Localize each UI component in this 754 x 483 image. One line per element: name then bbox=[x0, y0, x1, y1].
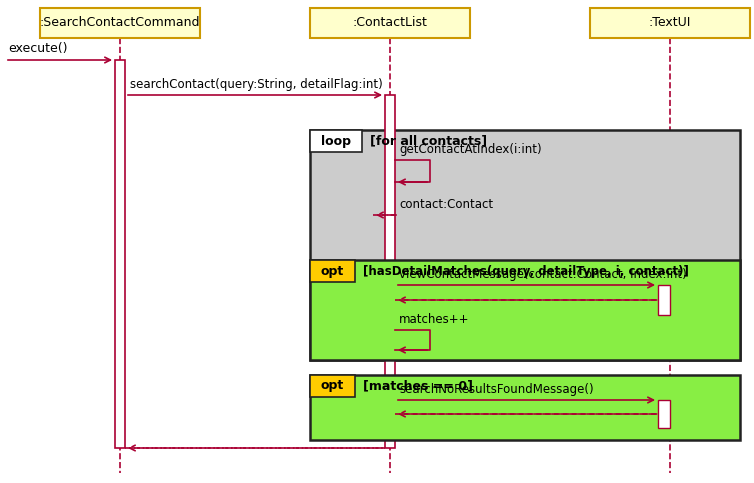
Text: opt: opt bbox=[321, 380, 344, 393]
Text: execute(): execute() bbox=[8, 42, 68, 55]
Bar bbox=[385, 95, 395, 448]
Text: getContactAtIndex(i:int): getContactAtIndex(i:int) bbox=[399, 143, 541, 156]
Bar bbox=[590, 8, 750, 38]
Bar bbox=[658, 400, 670, 428]
Bar bbox=[115, 60, 125, 448]
Text: [hasDetailMatches(query, detailType, i, contact)]: [hasDetailMatches(query, detailType, i, … bbox=[363, 265, 689, 278]
Text: [for all contacts]: [for all contacts] bbox=[370, 134, 487, 147]
Bar bbox=[310, 375, 355, 397]
Text: searchNoResultsFoundMessage(): searchNoResultsFoundMessage() bbox=[399, 383, 593, 396]
Bar bbox=[310, 130, 740, 360]
Text: loop: loop bbox=[321, 134, 351, 147]
Bar bbox=[310, 260, 355, 282]
Text: opt: opt bbox=[321, 265, 344, 278]
Text: :TextUI: :TextUI bbox=[648, 16, 691, 29]
Bar bbox=[310, 260, 740, 360]
Text: matches++: matches++ bbox=[399, 313, 470, 326]
Text: viewContactMessage(contact:Contact, Index:int): viewContactMessage(contact:Contact, Inde… bbox=[399, 268, 687, 281]
Text: :SearchContactCommand: :SearchContactCommand bbox=[40, 16, 201, 29]
Bar bbox=[40, 8, 200, 38]
Bar bbox=[310, 8, 470, 38]
Text: [matches == 0]: [matches == 0] bbox=[363, 380, 473, 393]
Bar bbox=[310, 130, 362, 152]
Text: contact:Contact: contact:Contact bbox=[399, 198, 493, 211]
Text: searchContact(query:String, detailFlag:int): searchContact(query:String, detailFlag:i… bbox=[130, 78, 383, 91]
Bar bbox=[310, 375, 740, 440]
Text: :ContactList: :ContactList bbox=[353, 16, 428, 29]
Bar bbox=[658, 285, 670, 315]
